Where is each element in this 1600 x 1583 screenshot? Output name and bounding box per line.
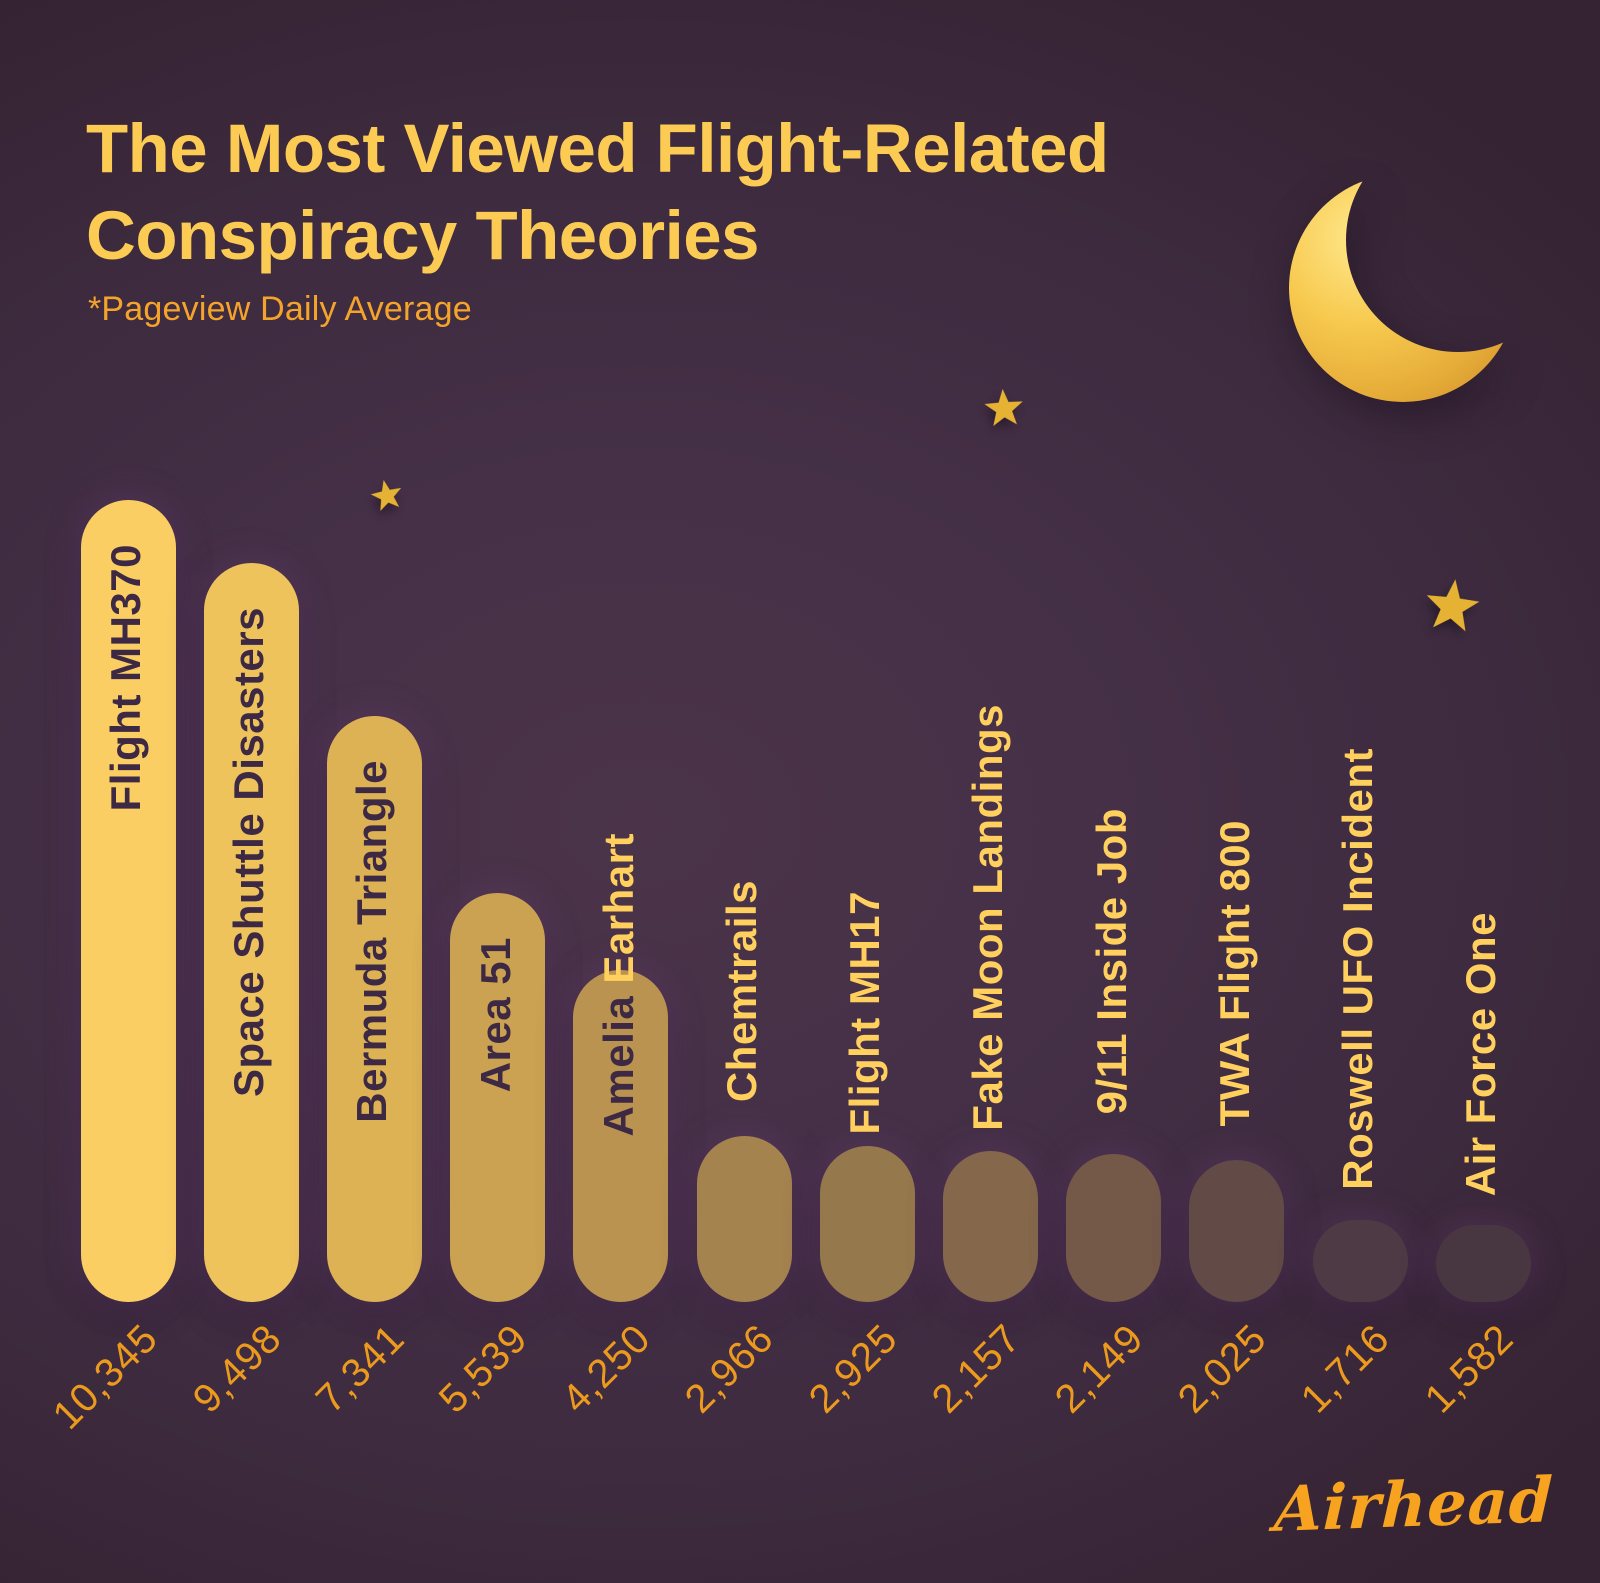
bar-value-label: 9,498 [184,1316,290,1422]
bar [1435,1225,1531,1302]
bar-column: Space Shuttle Disasters 9,498 [184,563,299,1421]
bar-category-label: Chemtrails [718,879,765,1102]
bar-value-label: 1,716 [1293,1316,1399,1422]
bar-column: Amelia Earhart 4,250 [554,833,669,1421]
bar-category-label: Space Shuttle Disasters [225,607,273,1098]
bar [203,563,299,1302]
bar-column: TWA Flight 800 2,025 [1170,820,1285,1421]
page-title: The Most Viewed Flight-Related Conspirac… [86,106,1109,280]
bar-category-label: Amelia Earhart [595,833,643,1136]
bar-value-label: 5,539 [430,1316,537,1422]
bar [819,1146,915,1302]
bar [1066,1154,1162,1302]
label-part-outside: Earhart [594,832,642,984]
bar-category-label: Flight MH370 [102,544,149,812]
bar [573,970,669,1302]
bar [450,893,546,1302]
bar-column: Chemtrails 2,966 [677,880,792,1421]
title-line-1: The Most Viewed Flight-Related [86,110,1109,187]
bar-column: Flight MH370 10,345 [45,500,176,1438]
bar-category-label: Bermuda Triangle [348,760,396,1123]
bar [1189,1160,1285,1302]
star-icon [370,480,402,511]
bar [696,1136,792,1302]
star-icon [1426,579,1480,632]
bar-column: Air Force One 1,582 [1416,912,1531,1421]
bar-column: Fake Moon Landings 2,157 [924,704,1038,1421]
bar-value-label: 2,025 [1169,1316,1276,1422]
star-icon [984,388,1023,427]
bar-value-label: 10,345 [44,1316,167,1438]
bar [1312,1220,1408,1302]
bar-value-label: 2,149 [1046,1316,1153,1422]
subtitle-note: *Pageview Daily Average [88,290,472,328]
bar-column: Flight MH17 2,925 [800,891,915,1421]
bar [942,1151,1038,1302]
airhead-logo: Airhead [1272,1463,1555,1546]
bar-value-label: 2,966 [677,1316,783,1422]
bar-column: Area 51 5,539 [431,893,546,1421]
bar-column: Roswell UFO Incident 1,716 [1293,748,1408,1421]
bar-category-label: 9/11 Inside Job [1087,807,1135,1114]
bar-value-label: 2,157 [923,1316,1030,1422]
bar-category-label: TWA Flight 800 [1210,819,1258,1126]
bar-category-label: Fake Moon Landings [964,704,1012,1131]
bar-category-label: Flight MH17 [841,890,889,1135]
title-line-2: Conspiracy Theories [86,196,760,274]
bar-column: 9/11 Inside Job 2,149 [1047,808,1162,1421]
bar-category-label: Area 51 [471,937,519,1093]
bar-value-label: 7,341 [307,1316,414,1422]
crescent-moon-icon [1289,174,1517,402]
bar [80,500,176,1302]
bar-column: Bermuda Triangle 7,341 [308,716,422,1421]
bar [326,716,422,1302]
bar-value-label: 4,250 [553,1316,660,1422]
bar-value-label: 2,925 [800,1316,906,1422]
bar-value-label: 1,582 [1416,1316,1522,1422]
label-part-inside: Amelia [594,983,642,1136]
bar-category-label: Air Force One [1457,911,1505,1196]
bar-category-label: Roswell UFO Incident [1334,748,1381,1190]
